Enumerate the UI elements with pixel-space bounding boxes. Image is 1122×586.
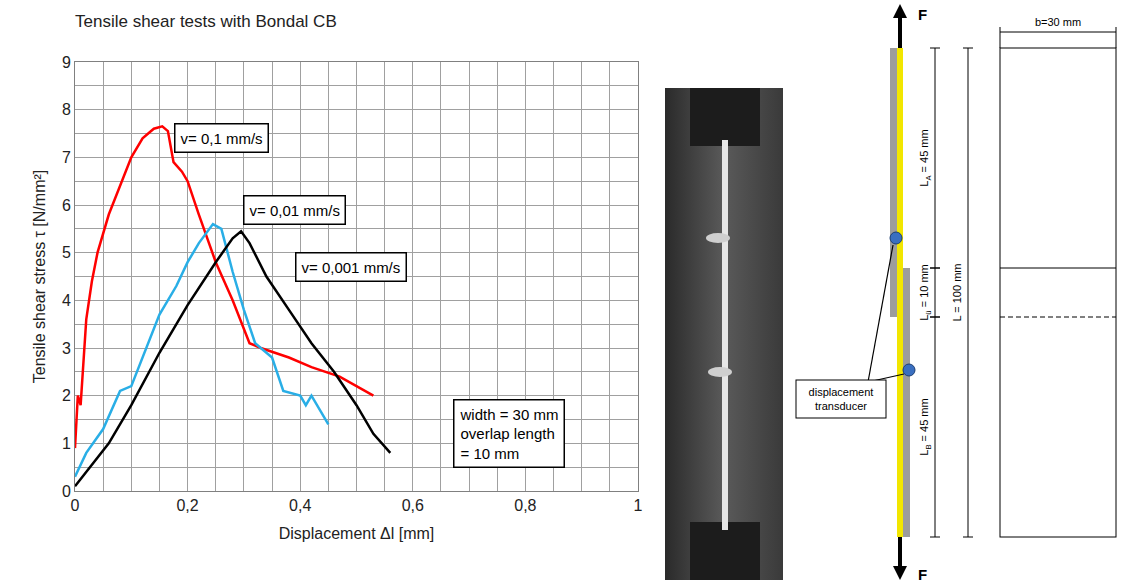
svg-text:1: 1 bbox=[62, 435, 71, 452]
svg-text:displacement: displacement bbox=[809, 386, 874, 398]
svg-text:F: F bbox=[918, 566, 927, 583]
svg-text:0,8: 0,8 bbox=[514, 497, 536, 514]
svg-text:9: 9 bbox=[62, 54, 71, 71]
svg-text:width = 30 mmoverlap length= 1: width = 30 mmoverlap length= 10 mm bbox=[460, 406, 559, 462]
svg-text:5: 5 bbox=[62, 244, 71, 261]
svg-text:F: F bbox=[918, 6, 927, 23]
svg-text:2: 2 bbox=[62, 387, 71, 404]
svg-text:8: 8 bbox=[62, 101, 71, 118]
svg-text:transducer: transducer bbox=[815, 400, 867, 412]
svg-text:7: 7 bbox=[62, 149, 71, 166]
svg-text:0,2: 0,2 bbox=[176, 497, 198, 514]
svg-text:3: 3 bbox=[62, 340, 71, 357]
svg-text:Displacement Δl [mm]: Displacement Δl [mm] bbox=[279, 525, 435, 542]
svg-text:v= 0,01 mm/s: v= 0,01 mm/s bbox=[250, 202, 340, 219]
svg-text:L = 100 mm: L = 100 mm bbox=[951, 264, 963, 322]
svg-text:v= 0,001 mm/s: v= 0,001 mm/s bbox=[302, 259, 401, 276]
svg-text:Tensile shear tests with Bonda: Tensile shear tests with Bondal CB bbox=[75, 12, 337, 31]
svg-text:Lü = 10 mm: Lü = 10 mm bbox=[918, 264, 933, 321]
svg-text:0: 0 bbox=[71, 497, 80, 514]
svg-text:LB = 45 mm: LB = 45 mm bbox=[918, 398, 933, 455]
svg-text:Tensile shear stress τ [N/mm²]: Tensile shear stress τ [N/mm²] bbox=[31, 170, 48, 383]
svg-text:0: 0 bbox=[62, 483, 71, 500]
svg-text:0,6: 0,6 bbox=[402, 497, 424, 514]
svg-text:4: 4 bbox=[62, 292, 71, 309]
svg-text:6: 6 bbox=[62, 197, 71, 214]
svg-text:b=30 mm: b=30 mm bbox=[1035, 16, 1081, 28]
svg-text:v= 0,1 mm/s: v= 0,1 mm/s bbox=[181, 130, 263, 147]
svg-text:LA = 45 mm: LA = 45 mm bbox=[918, 129, 933, 186]
svg-text:1: 1 bbox=[634, 497, 643, 514]
svg-text:0,4: 0,4 bbox=[289, 497, 311, 514]
